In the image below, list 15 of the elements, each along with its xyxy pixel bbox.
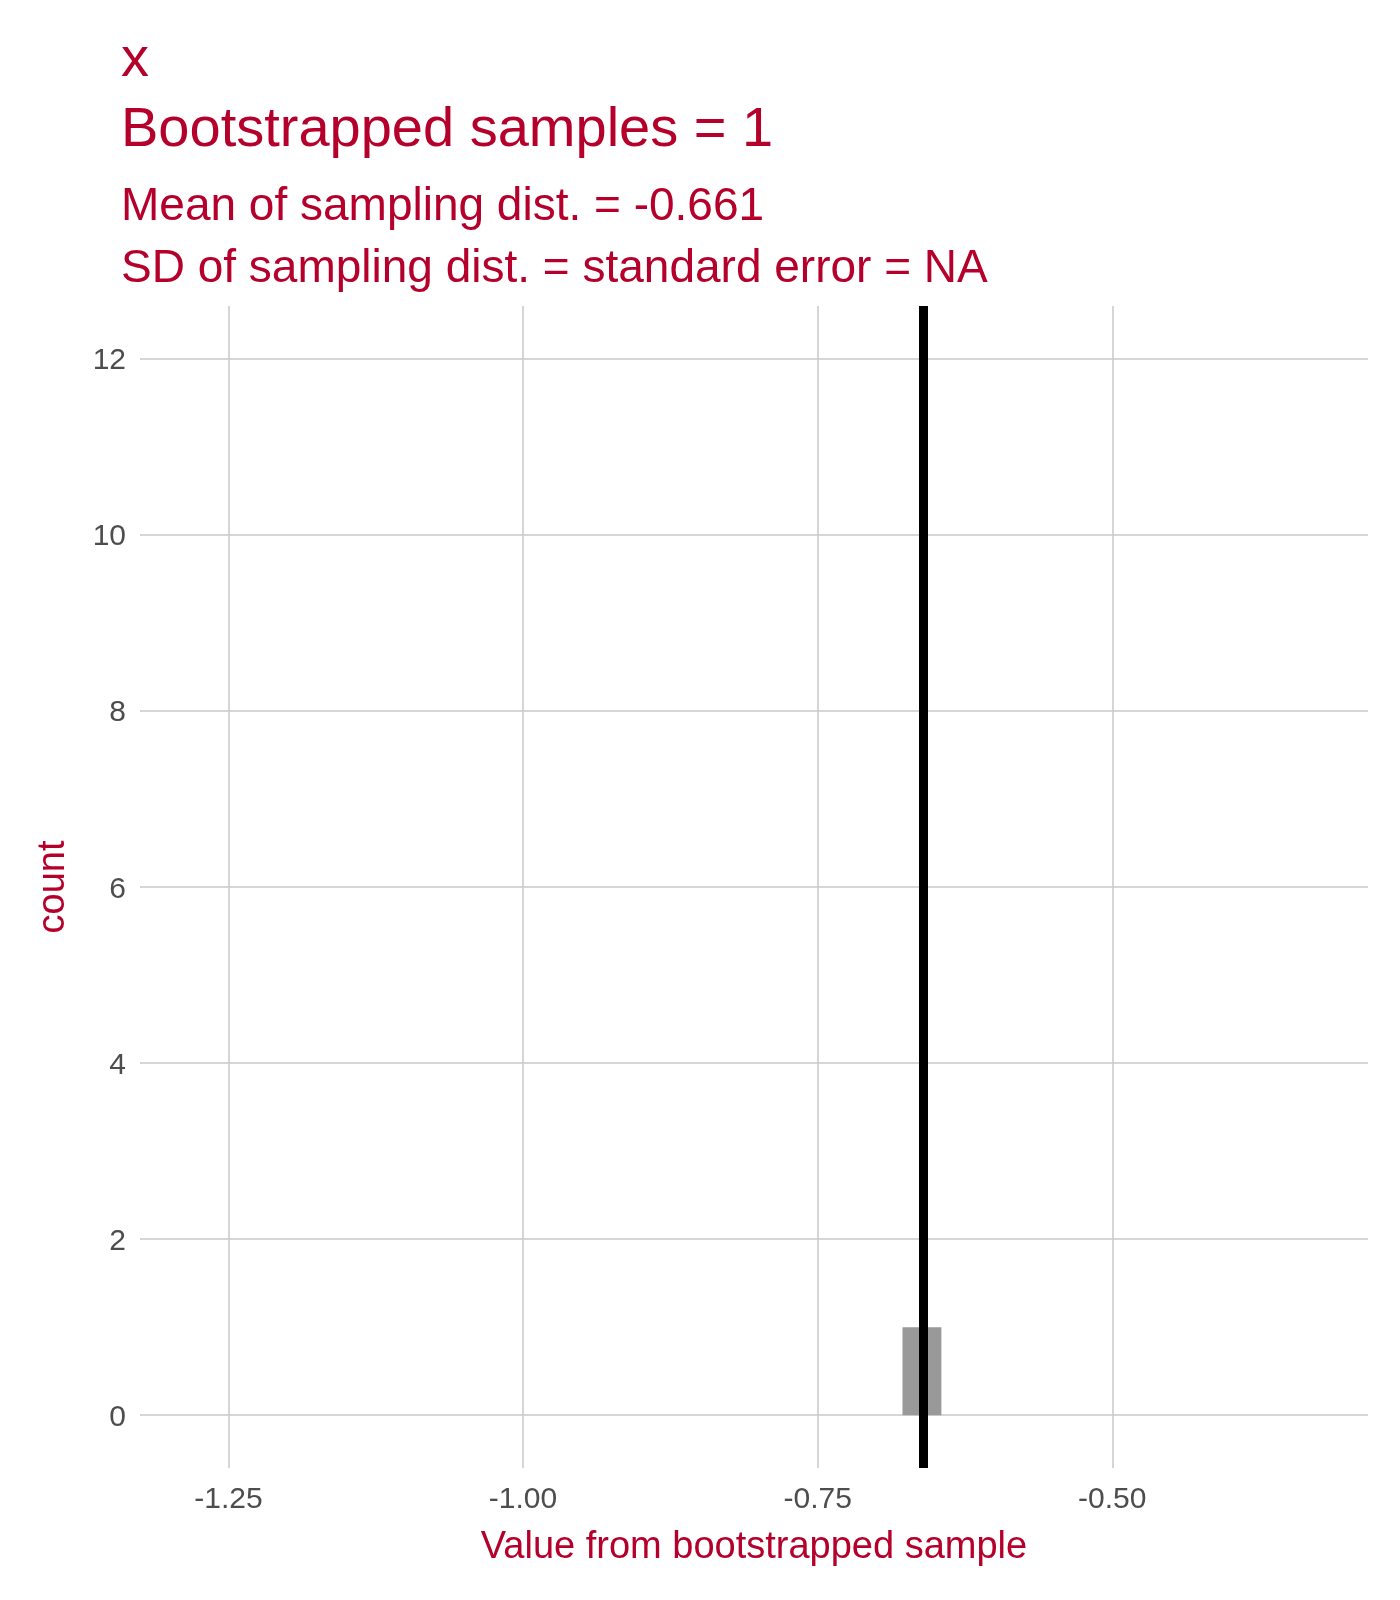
y-tick-label: 4 (109, 1046, 126, 1080)
x-tick-label: -0.75 (783, 1480, 852, 1514)
x-tick-label: -1.25 (194, 1480, 263, 1514)
chart-subtitle: Mean of sampling dist. = -0.661 SD of sampling dist. = standard error = NA (121, 178, 989, 292)
x-tick-label: -1.00 (488, 1480, 558, 1514)
x-tick-label: -0.50 (1078, 1480, 1147, 1514)
y-tick-label: 0 (109, 1398, 126, 1432)
y-tick-label: 10 (92, 518, 126, 552)
y-tick-label: 6 (109, 870, 126, 904)
y-tick-label: 2 (109, 1222, 126, 1256)
y-tick-label: 8 (109, 694, 126, 728)
y-tick-label: 12 (92, 342, 126, 376)
chart-title: x Bootstrapped samples = 1 (121, 24, 774, 158)
y-axis-title: count (30, 840, 72, 934)
x-axis-title: Value from bootstrapped sample (480, 1524, 1028, 1566)
